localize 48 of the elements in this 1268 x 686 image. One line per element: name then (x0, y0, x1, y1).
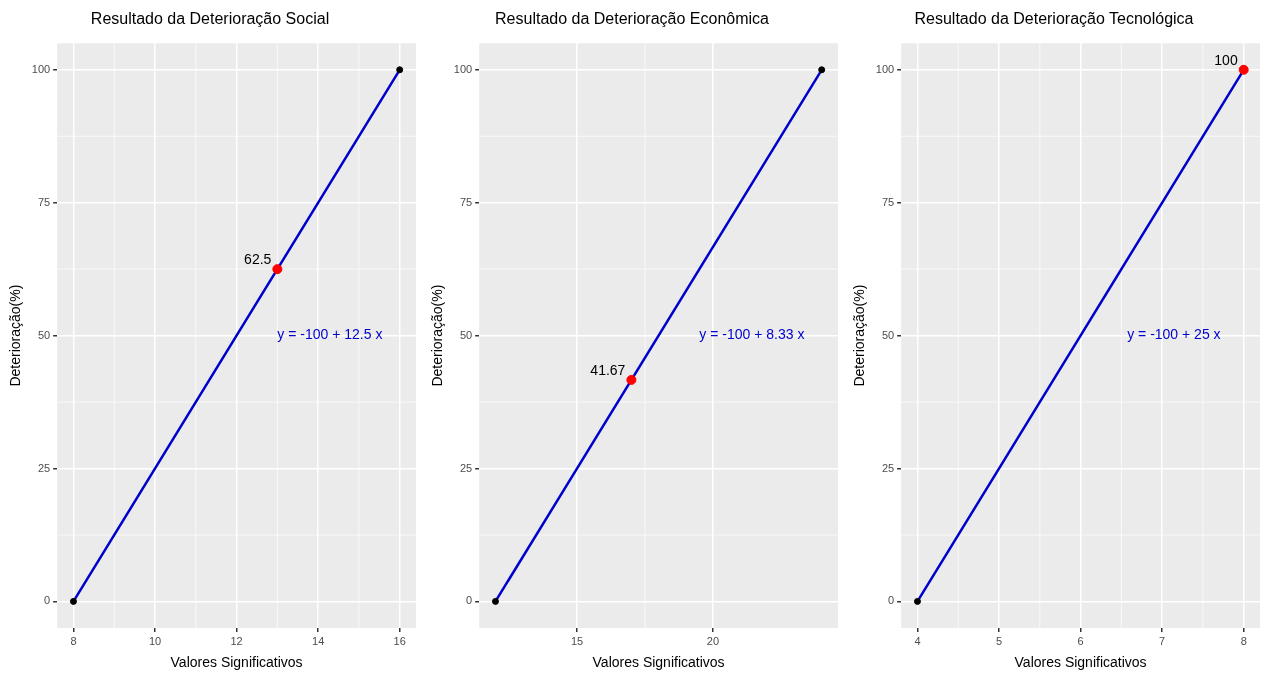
y-tick-label: 75 (459, 195, 473, 208)
data-label: 100 (1214, 51, 1238, 68)
x-axis-title: Valores Significativos (592, 654, 725, 671)
x-tick-label: 5 (995, 634, 1003, 647)
x-tick-label: 14 (312, 634, 325, 647)
annotation: y = -100 + 12.5 x (277, 326, 383, 343)
x-tick-label: 16 (393, 634, 406, 647)
x-tick-label: 7 (1159, 634, 1166, 647)
y-tick-label: 100 (31, 62, 51, 75)
data-label: 62.5 (244, 251, 272, 267)
y-tick-label: 75 (881, 195, 895, 208)
y-tick-label: 50 (459, 328, 473, 341)
annotation: y = -100 + 8.33 x (699, 326, 805, 343)
chart-title: Resultado da Deterioração Social (90, 10, 330, 28)
chart-title: Resultado da Deterioração Tecnológica (914, 10, 1194, 28)
y-tick-label: 25 (37, 461, 51, 474)
x-tick-label: 20 (706, 634, 720, 647)
y-tick-label: 25 (881, 461, 895, 474)
y-axis-title: Deterioração(%) (7, 284, 24, 387)
point (69, 597, 77, 605)
x-tick-label: 6 (1077, 634, 1084, 647)
x-tick-label: 4 (914, 634, 921, 647)
point (818, 66, 826, 74)
y-tick-label: 75 (37, 195, 51, 208)
x-tick-label: 12 (230, 634, 243, 647)
data-label: 41.67 (590, 361, 626, 378)
y-tick-label: 0 (44, 594, 51, 607)
point (491, 597, 499, 605)
y-tick-label: 50 (881, 328, 895, 341)
y-tick-label: 0 (466, 594, 473, 607)
y-tick-label: 0 (888, 594, 895, 607)
annotation: y = -100 + 25 x (1127, 326, 1221, 343)
x-tick-label: 15 (570, 634, 584, 647)
point (396, 66, 404, 74)
y-tick-label: 100 (875, 62, 895, 75)
x-tick-label: 10 (148, 634, 162, 647)
x-axis-title: Valores Significativos (1014, 654, 1147, 671)
y-tick-label: 50 (37, 328, 51, 341)
x-tick-label: 8 (70, 634, 77, 647)
x-tick-label: 8 (1240, 634, 1247, 647)
point (626, 374, 637, 385)
y-axis-title: Deterioração(%) (429, 284, 446, 387)
x-axis-title: Valores Significativos (170, 654, 303, 671)
chart-title: Resultado da Deterioração Econômica (495, 10, 770, 28)
y-tick-label: 25 (459, 461, 473, 474)
point (272, 264, 283, 275)
y-tick-label: 100 (453, 62, 473, 75)
y-axis-title: Deterioração(%) (851, 284, 868, 387)
